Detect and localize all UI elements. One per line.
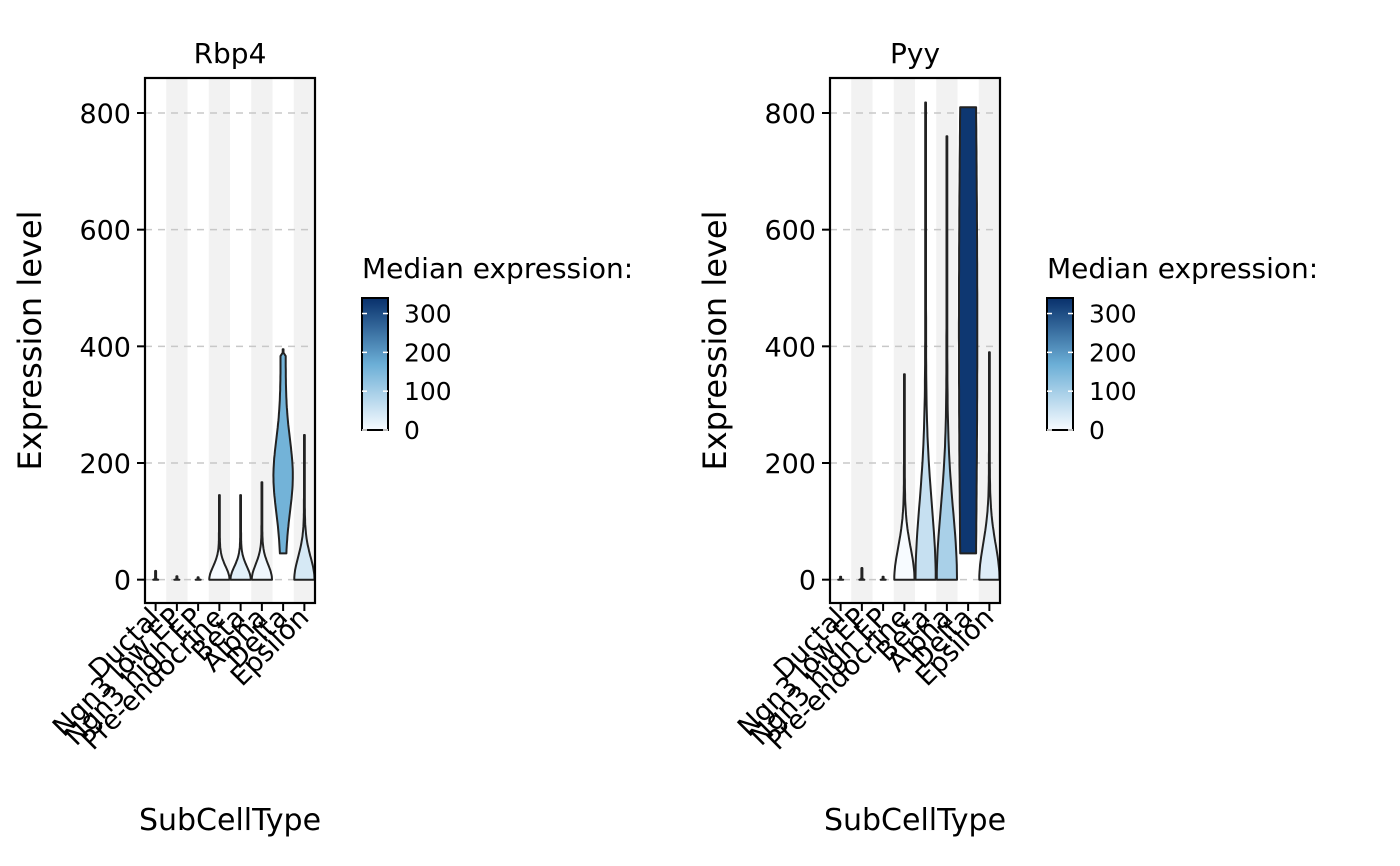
y-tick-label: 400 [764, 332, 816, 363]
y-tick-label: 600 [79, 216, 131, 247]
colorbar-tick-label: 0 [404, 416, 420, 445]
band-stripe [251, 78, 273, 603]
legend-title: Median expression: [362, 252, 633, 285]
y-tick-label: 200 [764, 449, 816, 480]
y-tick-label: 800 [79, 99, 131, 130]
violin-delta [272, 348, 294, 555]
violin-beta [229, 494, 252, 581]
colorbar-tick-label: 100 [404, 377, 452, 406]
violin-ngn3-low-ep [858, 567, 866, 581]
y-axis-label: Expression level [696, 211, 734, 471]
y-tick-label: 200 [79, 449, 131, 480]
violin-alpha [250, 481, 273, 581]
band-stripe [166, 78, 188, 603]
violin-delta [957, 106, 979, 555]
violin-pre-endocrine [208, 494, 231, 581]
y-tick-label: 400 [79, 332, 131, 363]
band-stripe [978, 78, 1000, 603]
y-tick-label: 0 [114, 566, 131, 597]
x-axis-label: SubCellType [139, 803, 321, 838]
panel-title: Pyy [890, 37, 940, 70]
colorbar-tick-label: 0 [1089, 416, 1105, 445]
violin-ngn3-high-ep [879, 575, 887, 581]
colorbar [1046, 297, 1074, 431]
band-stripe [293, 78, 315, 603]
violin-ductal [837, 575, 845, 581]
colorbar-tick-label: 300 [1089, 300, 1137, 329]
violin-alpha [935, 135, 958, 581]
y-tick-label: 0 [799, 566, 816, 597]
band-stripe [893, 78, 915, 603]
panel-title: Rbp4 [194, 37, 267, 70]
panel-border [828, 76, 1002, 605]
colorbar-legend: Median expression: 0 100 200 300 [1046, 252, 1318, 445]
colorbar-legend: Median expression: 0 100 200 300 [361, 252, 633, 445]
colorbar-tick-label: 200 [1089, 338, 1137, 367]
y-tick-label: 600 [764, 216, 816, 247]
y-tick-label: 800 [764, 99, 816, 130]
y-axis-label: Expression level [11, 211, 49, 471]
panel-border [143, 76, 317, 605]
colorbar [361, 297, 389, 431]
violin-epsilon [978, 351, 1001, 581]
violin-pre-endocrine [893, 373, 916, 581]
violin-beta [914, 101, 937, 581]
colorbar-tick-label: 200 [404, 338, 452, 367]
violin-ngn3-low-ep [173, 575, 181, 581]
x-axis-label: SubCellType [824, 803, 1006, 838]
violin-ngn3-high-ep [194, 576, 202, 581]
colorbar-tick-label: 100 [1089, 377, 1137, 406]
violin-epsilon [293, 434, 316, 581]
band-stripe [851, 78, 873, 603]
violin-ductal [152, 569, 160, 581]
legend-title: Median expression: [1047, 252, 1318, 285]
colorbar-tick-label: 300 [404, 300, 452, 329]
band-stripe [208, 78, 230, 603]
